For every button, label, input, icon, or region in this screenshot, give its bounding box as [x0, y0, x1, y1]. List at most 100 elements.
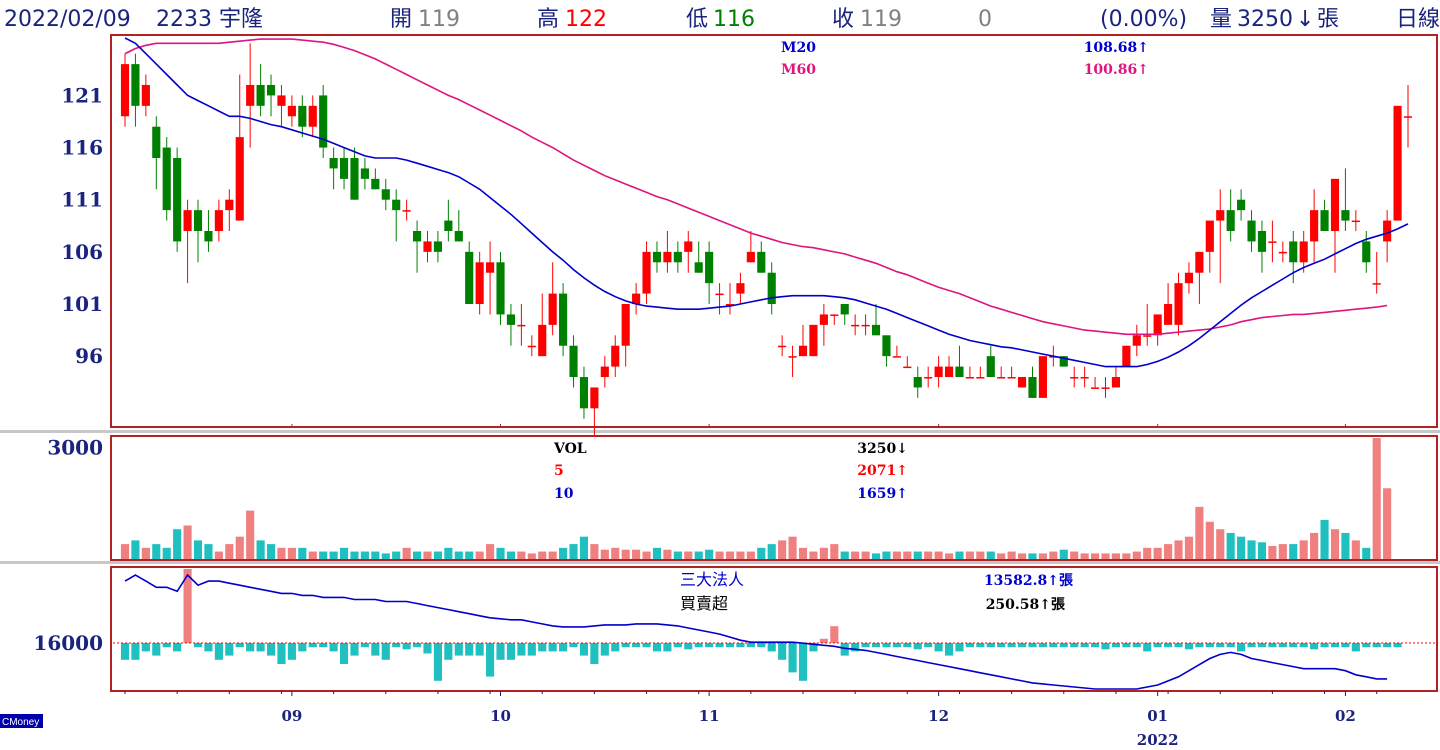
institutional-bar: [1268, 643, 1277, 648]
institutional-bar: [225, 643, 234, 656]
candle-body: [965, 377, 974, 379]
volume-bar: [1341, 532, 1350, 559]
institutional-bar: [1351, 643, 1360, 652]
institutional-bar: [892, 643, 901, 648]
candle-body: [1080, 377, 1089, 379]
candle-body: [329, 157, 338, 169]
volume-bar: [454, 551, 463, 559]
candle-body: [1195, 251, 1204, 273]
institutional-bar: [913, 643, 922, 650]
candle-body: [736, 283, 745, 294]
candle-body: [1143, 335, 1152, 337]
institutional-bar: [1226, 643, 1235, 648]
candle-body: [173, 157, 182, 242]
institutional-bar: [559, 643, 568, 652]
volume-bar: [173, 529, 182, 559]
volume-bar: [1247, 540, 1256, 559]
candle-body: [892, 356, 901, 358]
institutional-bar: [1017, 643, 1027, 648]
institutional-bar: [788, 643, 797, 673]
candle-body: [851, 324, 860, 327]
vol-legend-label: VOL: [553, 441, 587, 457]
candle-body: [1237, 199, 1246, 211]
institutional-bar: [1372, 643, 1381, 648]
institutional-bar: [725, 643, 735, 648]
vol-ma5-legend-value: 2071↑: [857, 463, 908, 479]
volume-bar: [131, 540, 140, 559]
volume-bar: [757, 547, 766, 559]
candle-body: [214, 210, 223, 231]
volume-bar: [350, 551, 359, 559]
volume-bars: [120, 438, 1392, 559]
institutional-bar: [1247, 643, 1256, 648]
institutional-bar: [527, 643, 536, 656]
candle-body: [548, 293, 557, 325]
volume-bar: [1111, 553, 1121, 559]
institutional-bar: [433, 643, 442, 681]
institutional-bar: [684, 643, 693, 650]
header-high-label: 高: [537, 7, 559, 32]
institutional-bar: [329, 643, 338, 652]
institutional-bar: [652, 643, 662, 652]
institutional-bar: [454, 643, 463, 656]
vol-ma5-legend-label: 5: [554, 463, 564, 479]
volume-panel-frame: [110, 435, 1438, 561]
institutional-legend-box: [675, 568, 1075, 614]
institutional-bar: [319, 643, 328, 648]
candle-body: [976, 377, 985, 379]
institutional-bar: [944, 643, 954, 656]
volume-bar: [997, 553, 1006, 559]
candle-body: [319, 95, 328, 148]
header-close-label: 收: [832, 7, 854, 32]
volume-bar: [1153, 547, 1162, 559]
institutional-bar: [976, 643, 985, 648]
candle-body: [1320, 210, 1329, 231]
candle-body: [944, 366, 954, 378]
institutional-bar: [444, 643, 453, 660]
candle-body: [778, 345, 787, 348]
institutional-bar: [809, 643, 818, 652]
institutional-bar: [1153, 643, 1162, 648]
candle-body: [840, 304, 849, 315]
header-change: 0: [978, 7, 992, 32]
institutional-bar: [1111, 643, 1121, 648]
volume-bar: [1184, 536, 1194, 559]
candle-body: [486, 262, 495, 273]
vol-ma10-legend-label: 10: [554, 486, 574, 502]
institutional-bar: [1059, 643, 1068, 648]
volume-bar: [1330, 529, 1340, 559]
volume-bar: [1278, 544, 1287, 559]
candle-body: [767, 272, 776, 305]
candle-body: [1268, 241, 1277, 243]
volume-bar: [381, 553, 390, 559]
volume-bar: [819, 547, 828, 559]
candle-body: [997, 377, 1006, 379]
header-bar: 2022/02/09 2233 宇隆 開 119 高 122 低 116 收 1…: [4, 7, 1440, 32]
candle-body: [204, 231, 213, 242]
volume-bar: [141, 547, 150, 559]
volume-bar: [548, 551, 557, 559]
volume-bar: [1237, 536, 1246, 559]
candle-body: [1341, 210, 1350, 221]
institutional-bar: [1341, 643, 1350, 648]
volume-bar: [235, 536, 244, 559]
header-low-label: 低: [686, 7, 708, 32]
institutional-bar: [152, 643, 161, 656]
volume-bar: [715, 551, 724, 559]
volume-bar: [746, 551, 755, 559]
price-axis: 96 101 106 111 116 121: [61, 83, 103, 368]
candle-body: [1351, 220, 1360, 223]
candle-body: [1091, 387, 1100, 389]
candle-body: [673, 251, 682, 263]
candle-body: [339, 157, 349, 179]
candle-body: [579, 377, 589, 409]
candle-body: [193, 210, 203, 231]
inst-legend-sub-value: 250.58↑張: [986, 597, 1066, 613]
candle-body: [141, 84, 150, 106]
candle-body: [590, 387, 599, 409]
candle-body: [475, 262, 484, 305]
volume-bar: [1091, 553, 1100, 559]
watermark-box: [0, 714, 43, 728]
volume-bar: [1007, 551, 1016, 559]
candle-body: [715, 293, 724, 296]
